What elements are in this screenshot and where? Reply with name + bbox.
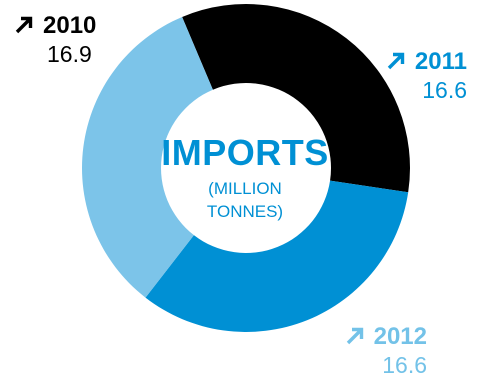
value-label: 16.9	[47, 41, 92, 67]
value-label: 16.6	[382, 352, 427, 378]
data-label-2012: 2012 16.6	[345, 323, 427, 379]
donut-slice-2011	[145, 180, 409, 332]
category-label: 2012	[373, 323, 427, 350]
donut-slice-2010	[182, 4, 411, 193]
subtitle-line-1: (MILLION	[208, 179, 282, 198]
value-label: 16.6	[422, 77, 467, 103]
chart-subtitle: (MILLION TONNES)	[160, 177, 330, 223]
arrow-up-right-icon	[15, 16, 33, 34]
chart-title: IMPORTS	[161, 132, 329, 173]
arrow-up-right-icon	[387, 52, 405, 70]
data-label-2011: 2011 16.6	[386, 48, 467, 104]
data-label-2010: 2010 16.9	[14, 12, 96, 68]
category-label: 2010	[43, 12, 97, 39]
donut-slice-2012	[81, 16, 213, 298]
subtitle-line-2: TONNES)	[206, 202, 284, 221]
category-label: 2011	[414, 48, 467, 75]
arrow-up-right-icon	[346, 327, 363, 345]
